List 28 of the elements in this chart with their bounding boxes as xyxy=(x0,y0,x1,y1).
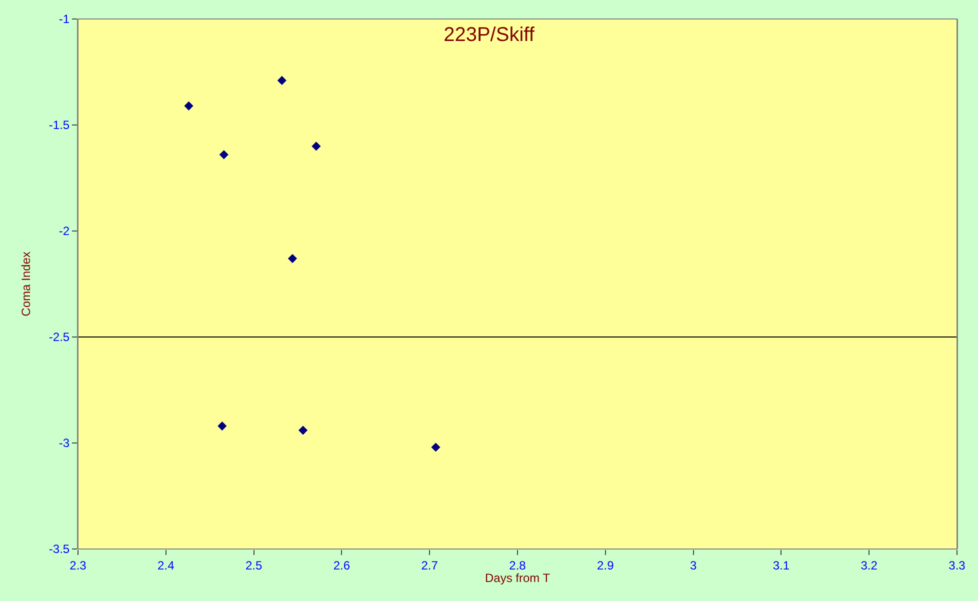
y-tick-label: -1.5 xyxy=(48,118,70,132)
x-tick-label: 2.7 xyxy=(421,558,438,572)
x-tick-label: 2.3 xyxy=(70,558,87,572)
point xyxy=(298,426,308,435)
x-tick-label: 3.2 xyxy=(860,558,878,572)
y-tick-label: -2 xyxy=(58,224,70,238)
x-tick-label: 2.4 xyxy=(158,558,175,572)
x-axis-title: Days from T xyxy=(485,571,551,585)
point xyxy=(431,442,440,452)
y-tick-label: -3 xyxy=(58,436,70,450)
x-tick-label: 3 xyxy=(690,558,697,572)
y-axis-title: Coma Index xyxy=(19,252,34,316)
y-tick-label: -3.5 xyxy=(48,542,70,556)
chart-title: 223P/Skiff xyxy=(444,24,535,46)
x-tick-label: 3.1 xyxy=(772,558,790,572)
x-tick-label: 2.6 xyxy=(333,558,350,572)
x-tick-label: 2.5 xyxy=(245,558,262,572)
x-tick-label: 2.9 xyxy=(597,558,614,572)
point xyxy=(184,101,194,110)
point xyxy=(277,76,286,86)
point xyxy=(288,254,298,264)
point xyxy=(219,150,228,160)
y-tick-label: -1 xyxy=(58,12,70,26)
x-tick-label: 2.8 xyxy=(509,558,526,572)
x-tick-label: 3.3 xyxy=(948,558,966,572)
y-tick-label: -2.5 xyxy=(48,330,70,344)
point xyxy=(218,421,227,431)
point xyxy=(312,142,321,151)
